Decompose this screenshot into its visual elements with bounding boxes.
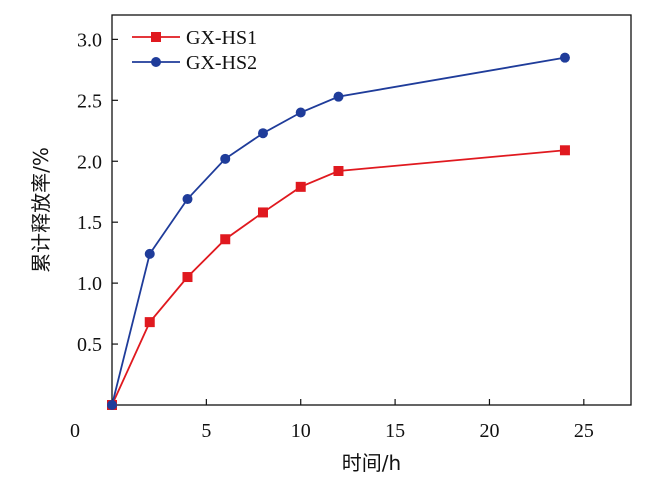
data-point: [144, 248, 155, 259]
y-tick-label: 2.0: [77, 151, 102, 173]
legend: GX-HS1 GX-HS2: [132, 27, 257, 74]
series-layer: [107, 52, 570, 410]
x-tick-label: 0: [70, 420, 80, 442]
series-line: [111, 56, 566, 406]
data-point: [107, 400, 117, 410]
legend-marker: [151, 57, 161, 67]
y-tick-label: 1.0: [77, 273, 102, 295]
data-point: [220, 234, 231, 245]
data-point: [333, 166, 344, 176]
legend-label: GX-HS1: [186, 27, 257, 49]
data-point: [182, 272, 193, 283]
y-tick-label: 2.5: [77, 90, 102, 112]
legend-item: GX-HS2: [132, 52, 257, 74]
data-point: [295, 181, 306, 192]
plot-frame: [111, 14, 632, 406]
legend-label: GX-HS2: [186, 52, 257, 74]
data-point: [559, 52, 570, 63]
legend-marker: [151, 32, 161, 42]
y-tick-label: 0.5: [77, 334, 102, 356]
series-line: [111, 149, 566, 406]
y-axis-title: 累计释放率/%: [29, 147, 53, 273]
x-tick-label: 10: [291, 420, 311, 442]
legend-item: GX-HS1: [132, 27, 257, 49]
data-point: [333, 91, 344, 102]
data-point: [257, 207, 268, 218]
x-tick-label: 15: [385, 420, 405, 442]
x-tick-label: 25: [574, 420, 594, 442]
x-axis-title: 时间/h: [342, 451, 401, 475]
data-point: [295, 107, 306, 118]
data-point: [559, 145, 570, 156]
data-point: [257, 128, 268, 139]
y-tick-label: 1.5: [77, 212, 102, 234]
x-tick-label: 5: [201, 420, 211, 442]
axis-ticks: 0 5 10 15 20 25 0.5 1.0 1.5 2.0 2.5 3.0: [70, 29, 594, 442]
data-point: [182, 194, 193, 205]
y-tick-label: 3.0: [77, 29, 102, 51]
data-point: [144, 317, 155, 328]
x-tick-label: 20: [479, 420, 499, 442]
data-point: [220, 153, 231, 164]
series-gx-hs2: [107, 52, 570, 410]
